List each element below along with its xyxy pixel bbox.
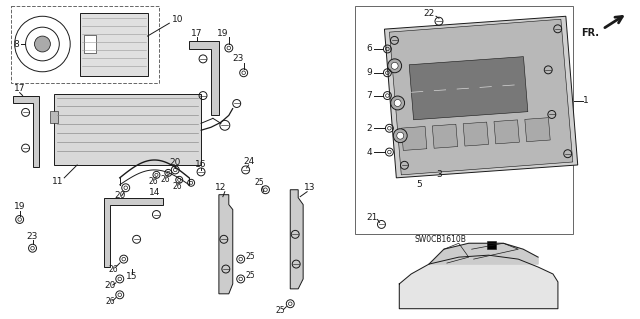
Text: 19: 19 [217,29,228,38]
Text: 16: 16 [195,160,207,169]
Text: 24: 24 [243,158,254,167]
Text: 20: 20 [114,191,125,200]
Text: 17: 17 [14,84,26,93]
Circle shape [390,96,404,110]
Text: 10: 10 [172,15,183,24]
Polygon shape [399,255,558,309]
Text: SW0CB1610B: SW0CB1610B [414,235,466,244]
Text: 21: 21 [367,213,378,222]
Text: 17: 17 [191,29,203,38]
Circle shape [394,129,407,143]
Text: 4: 4 [367,148,372,157]
Text: 26: 26 [105,297,115,306]
Text: 6: 6 [367,44,372,54]
Text: 22: 22 [424,9,435,18]
Polygon shape [13,96,40,167]
Text: 23: 23 [232,54,243,63]
Text: 20: 20 [104,281,116,290]
Text: 5: 5 [416,180,422,189]
Polygon shape [401,126,427,151]
Polygon shape [385,16,578,178]
Text: 13: 13 [305,183,316,192]
Text: 14: 14 [148,188,160,197]
Text: 26: 26 [161,175,170,184]
Polygon shape [409,57,528,120]
Text: 26: 26 [109,264,118,273]
Polygon shape [494,120,519,144]
Bar [51,111,58,123]
Circle shape [397,132,404,139]
Polygon shape [104,198,163,267]
Polygon shape [389,19,573,175]
Bar [355,6,573,234]
Bar [80,13,147,76]
Text: 25: 25 [255,178,264,187]
Circle shape [391,62,398,69]
Text: FR.: FR. [582,28,600,38]
Circle shape [388,59,402,73]
Text: 8: 8 [14,40,20,48]
Text: 1: 1 [583,96,589,105]
Text: 12: 12 [215,183,227,192]
Polygon shape [429,243,538,264]
Text: 15: 15 [126,272,138,281]
Polygon shape [291,190,303,289]
Text: 25: 25 [246,271,255,280]
Text: 25: 25 [276,306,285,315]
Bar [54,93,201,165]
Polygon shape [189,41,219,115]
Polygon shape [463,122,488,146]
Text: 9: 9 [367,68,372,77]
Text: 2: 2 [367,124,372,133]
Circle shape [394,100,401,107]
Polygon shape [525,118,550,142]
Text: 20: 20 [170,159,181,167]
Text: 19: 19 [14,202,26,211]
Text: 23: 23 [27,232,38,241]
Bar [486,241,497,249]
Bar [84,35,96,53]
Circle shape [35,36,51,52]
Bar [11,6,159,83]
Text: 3: 3 [436,170,442,179]
Polygon shape [432,124,458,148]
Text: 26: 26 [172,182,182,191]
Polygon shape [219,195,233,294]
Text: 7: 7 [367,91,372,100]
Text: 25: 25 [246,252,255,261]
Text: 11: 11 [52,177,63,186]
Text: 26: 26 [148,177,158,186]
